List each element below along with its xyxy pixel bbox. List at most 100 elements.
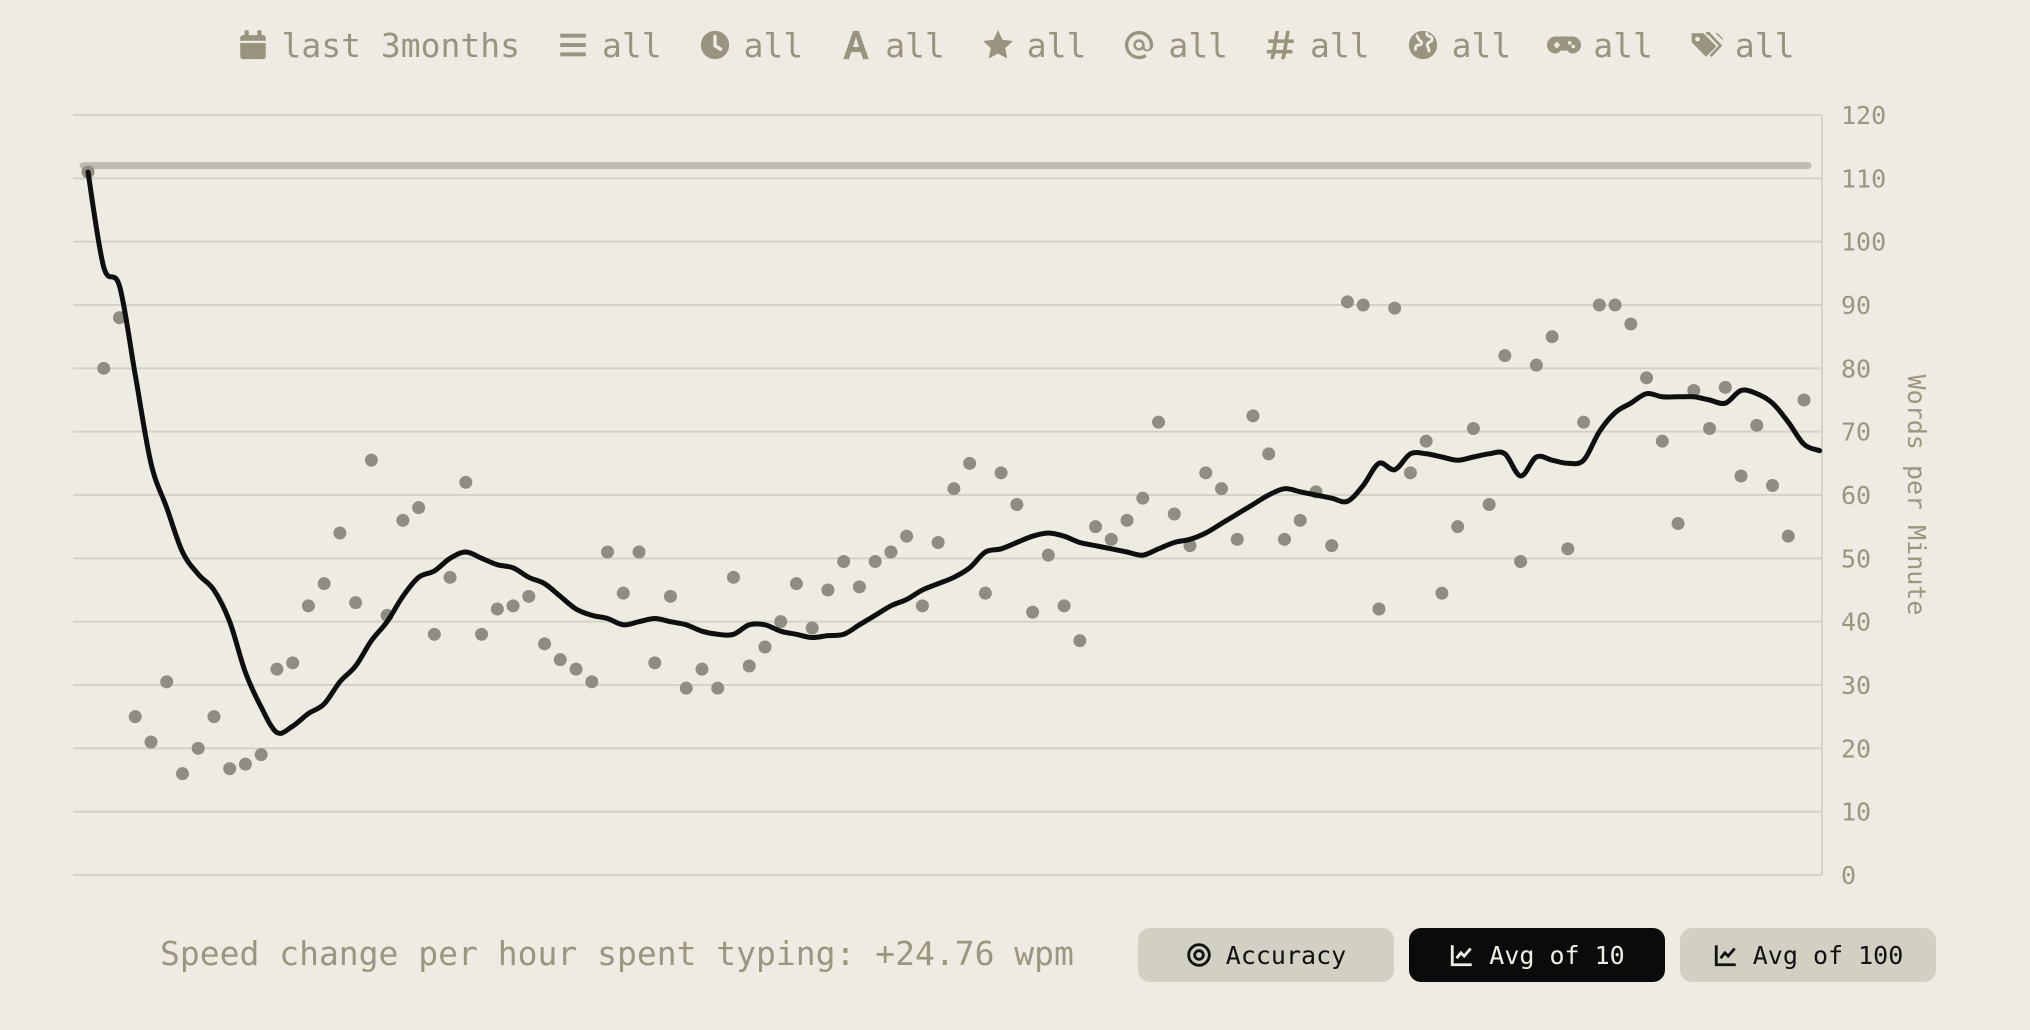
data-point — [1624, 317, 1638, 331]
filter-gamepad[interactable]: all — [1547, 26, 1653, 65]
avg-of-100-toggle-button[interactable]: Avg of 100 — [1680, 928, 1936, 982]
data-point — [1545, 330, 1559, 344]
y-tick-label: 20 — [1841, 734, 1871, 763]
data-point — [1340, 295, 1354, 309]
data-point — [947, 482, 961, 496]
data-point — [1356, 298, 1370, 312]
data-point — [223, 762, 237, 776]
data-point — [1136, 491, 1150, 505]
data-point — [884, 545, 898, 559]
avg-of-100-button-label: Avg of 100 — [1752, 940, 1904, 970]
star-icon — [982, 30, 1013, 59]
globe-icon — [1408, 30, 1437, 60]
data-point — [175, 767, 189, 781]
data-point — [490, 602, 504, 616]
data-point — [1152, 415, 1166, 429]
data-point — [553, 653, 567, 667]
data-point — [1655, 434, 1669, 448]
data-point — [522, 589, 536, 603]
avg-of-10-toggle-button[interactable]: Avg of 10 — [1409, 928, 1665, 982]
filter-label: all — [1734, 25, 1795, 65]
data-point — [301, 599, 315, 613]
data-point — [1388, 301, 1402, 315]
tags-icon — [1691, 31, 1723, 58]
avg-of-10-button-label: Avg of 10 — [1489, 940, 1625, 970]
filter-tags[interactable]: all — [1689, 25, 1795, 65]
data-point — [695, 662, 709, 676]
chart-line-icon — [1451, 945, 1473, 967]
y-tick-label: 60 — [1841, 481, 1871, 510]
y-tick-label: 120 — [1841, 101, 1886, 130]
data-point — [364, 453, 378, 467]
filter-star[interactable]: all — [981, 26, 1086, 65]
y-tick-label: 90 — [1841, 291, 1871, 320]
data-point — [160, 675, 174, 689]
data-point — [286, 656, 300, 670]
data-point — [349, 596, 363, 610]
data-point — [1230, 532, 1244, 546]
data-point — [1010, 498, 1024, 511]
data-point — [270, 662, 284, 676]
data-point — [648, 656, 662, 670]
data-point — [1640, 371, 1654, 385]
data-point — [1451, 520, 1465, 534]
filter-label: last 3months — [281, 25, 520, 65]
filter-label: all — [1593, 25, 1653, 65]
data-point — [191, 741, 205, 755]
data-point — [601, 545, 615, 559]
data-point — [632, 545, 646, 559]
data-point — [443, 570, 457, 584]
filter-at[interactable]: all — [1122, 26, 1228, 65]
data-point — [1561, 542, 1575, 556]
data-point — [1514, 555, 1528, 568]
y-tick-label: 100 — [1841, 228, 1886, 257]
y-tick-label: 10 — [1841, 798, 1871, 827]
y-tick-label: 80 — [1841, 354, 1871, 383]
y-axis-label: Words per Minute — [1902, 375, 1931, 616]
data-point — [963, 456, 977, 470]
data-point — [900, 529, 914, 543]
data-point — [1608, 298, 1622, 312]
filter-font[interactable]: all — [839, 26, 945, 65]
data-point — [711, 681, 725, 695]
data-point — [679, 681, 693, 695]
data-point — [1199, 466, 1213, 480]
data-point — [805, 621, 819, 635]
filter-clock[interactable]: all — [698, 26, 803, 65]
filter-calendar[interactable]: last 3months — [236, 26, 520, 65]
data-point — [207, 710, 221, 724]
data-point — [475, 627, 489, 641]
data-point — [837, 555, 851, 568]
data-point — [1372, 602, 1386, 616]
filter-label: all — [885, 25, 945, 65]
filter-label: all — [601, 25, 662, 65]
data-point — [538, 637, 552, 651]
data-point — [1687, 384, 1701, 397]
accuracy-toggle-button[interactable]: Accuracy — [1138, 928, 1394, 982]
accuracy-button-label: Accuracy — [1225, 940, 1347, 970]
data-point — [1482, 498, 1496, 511]
data-point — [1277, 532, 1291, 546]
data-point — [1435, 586, 1449, 600]
y-tick-label: 110 — [1841, 164, 1886, 193]
data-point — [1734, 469, 1748, 483]
filter-list[interactable]: all — [556, 26, 662, 65]
clock-icon — [700, 30, 729, 60]
data-point — [1026, 605, 1040, 619]
data-point — [1073, 634, 1087, 648]
data-point — [97, 361, 111, 375]
filter-hash[interactable]: all — [1264, 26, 1370, 65]
data-point — [868, 555, 882, 568]
data-point — [1671, 517, 1685, 530]
filter-globe[interactable]: all — [1406, 26, 1511, 65]
data-point — [254, 748, 268, 762]
data-point — [238, 757, 252, 771]
avg-of-10-line — [85, 169, 1823, 736]
data-point — [1498, 349, 1512, 363]
data-point — [1718, 380, 1732, 394]
data-point — [742, 659, 756, 673]
data-point — [994, 466, 1008, 480]
chart-line-icon — [1714, 945, 1736, 967]
data-point — [1419, 434, 1433, 448]
data-point — [1781, 529, 1795, 543]
